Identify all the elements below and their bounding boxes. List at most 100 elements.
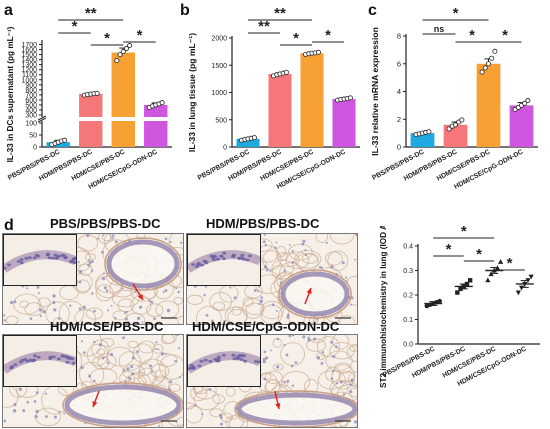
bar-2 [300, 53, 324, 148]
nucleus [101, 234, 104, 237]
inset-nucleus [232, 357, 237, 361]
data-point-1-4 [94, 90, 100, 96]
data-point-1-2 [453, 122, 459, 128]
nucleus [342, 393, 346, 396]
data-point-2-1 [482, 65, 488, 71]
y-tick-label-7: 700 [25, 92, 37, 99]
inset-nucleus [197, 364, 202, 368]
nucleus [122, 336, 125, 340]
airway-wall [278, 269, 352, 319]
nucleus [174, 360, 177, 363]
nucleus [201, 413, 204, 416]
alveolus [261, 372, 272, 380]
data-point-2-4 [315, 49, 321, 55]
alveolus [242, 297, 254, 307]
nucleus [153, 317, 156, 321]
significance-label-1: * [104, 30, 110, 47]
inset-image [188, 250, 260, 273]
alveolus [74, 309, 97, 324]
nucleus [3, 319, 6, 322]
nucleus [304, 253, 308, 257]
panel-letter-a: a [4, 2, 13, 19]
nucleus [93, 379, 96, 383]
nucleus [22, 409, 26, 413]
inset-nucleus [202, 259, 207, 263]
inset-nucleus [257, 360, 260, 364]
nucleus [290, 364, 294, 368]
inset-nucleus [245, 258, 250, 262]
significance-label-1: * [469, 27, 475, 44]
nucleus [286, 315, 290, 319]
nucleus [179, 376, 182, 379]
nucleus [114, 240, 118, 244]
nucleus [98, 343, 102, 347]
inset-nucleus [196, 261, 201, 265]
alveolus [139, 363, 152, 376]
significance-label-2: * [507, 255, 513, 272]
nucleus [302, 239, 306, 243]
chart-a-il33-dc-supernatant: 0501003004005006007008009001000110012001… [6, 5, 172, 191]
data-point-3-3 [522, 100, 528, 106]
significance-label-1: * [293, 30, 299, 47]
micrograph-inset [187, 234, 261, 286]
micrograph-title-3: HDM/CSE/PBS-DC [50, 319, 164, 334]
inset-nucleus [71, 361, 76, 365]
nucleus [148, 299, 151, 303]
nucleus [166, 308, 171, 313]
significance-label-2: * [137, 27, 143, 44]
nucleus [259, 300, 262, 303]
data-point-2-2 [486, 61, 492, 67]
inset-nucleus [215, 359, 220, 363]
nucleus [35, 409, 39, 414]
y-tick-label-0: 0 [33, 145, 37, 152]
inset-nucleus [199, 263, 204, 267]
nucleus [263, 350, 267, 354]
significance-label-2: * [502, 27, 508, 44]
y-tick-label-4: 400 [25, 107, 37, 114]
nucleus [29, 317, 33, 320]
alveolus [281, 370, 311, 393]
nucleus [126, 367, 130, 371]
y-tick-label-8: 800 [25, 87, 37, 94]
nucleus [87, 263, 90, 267]
chart-d-st2-ihc: 0.0 0.1 0.2 0.3 0.4 PBS/PBS/PBS-DCHDM/PBS/PBS… [379, 226, 540, 388]
nucleus [307, 336, 310, 340]
inset-nucleus [32, 354, 37, 358]
nucleus [263, 234, 266, 236]
nucleus [260, 296, 264, 299]
y-axis-label: IL-33 in lung tissue (pg mL⁻¹) [187, 33, 197, 152]
nucleus [82, 305, 86, 310]
alveolus [331, 364, 356, 390]
nucleus [88, 261, 92, 265]
axis-break-mark-high [37, 115, 47, 121]
y-tick-label-16: 1600 [21, 47, 37, 54]
nucleus [304, 248, 307, 251]
y-tick-label-3: 0.3 [403, 268, 413, 275]
nucleus [77, 260, 80, 264]
inset-nucleus [189, 363, 194, 367]
nucleus [81, 340, 84, 343]
nucleus [131, 356, 135, 360]
inset-nucleus [222, 257, 227, 261]
alveolus [159, 354, 183, 380]
nucleus [44, 392, 48, 395]
nucleus [125, 310, 128, 313]
nucleus [91, 292, 94, 295]
alveolus [339, 315, 355, 324]
alveolus [224, 306, 248, 324]
inset-nucleus [60, 354, 65, 358]
alveolus [187, 294, 204, 305]
alveolus [348, 371, 357, 388]
inset-nucleus [240, 253, 245, 257]
inset-nucleus [51, 256, 56, 260]
nucleus [42, 310, 46, 314]
significance-label-2: * [325, 27, 331, 44]
nucleus [204, 285, 207, 288]
nucleus [350, 378, 354, 382]
bar-break-3 [143, 117, 169, 121]
alveolus [146, 303, 164, 317]
nucleus [105, 289, 109, 293]
nucleus [289, 244, 291, 246]
inset-nucleus [53, 253, 58, 257]
inset-nucleus [19, 261, 24, 265]
